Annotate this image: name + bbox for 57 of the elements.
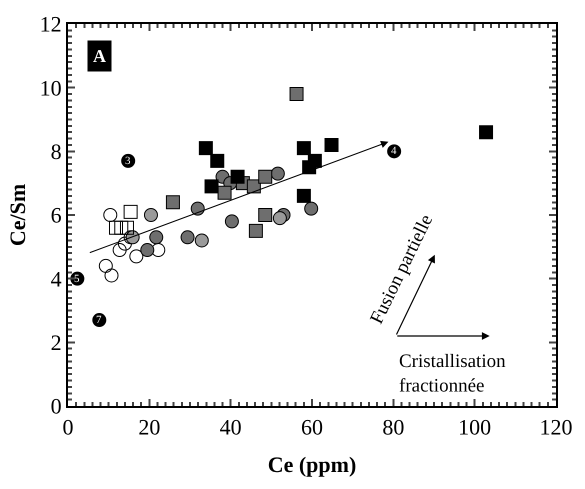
- x-tick-label: 120: [540, 414, 572, 440]
- y-tick-label: 10: [40, 75, 62, 100]
- y-tick-label: 12: [40, 12, 62, 37]
- x-axis-title: Ce (ppm): [268, 452, 356, 477]
- point: [272, 211, 287, 226]
- point: [248, 224, 263, 238]
- point: [151, 243, 166, 258]
- point: [270, 166, 285, 181]
- x-tick-label: 20: [138, 414, 160, 440]
- point: [218, 186, 232, 200]
- point: [129, 249, 144, 264]
- point: [304, 202, 318, 216]
- annotation: 7: [96, 314, 102, 326]
- y-axis-title: Ce/Sm: [4, 184, 30, 246]
- point: [198, 141, 213, 156]
- y-tick-label: 4: [50, 266, 62, 292]
- annotation: Cristallisation fractionnée: [399, 351, 506, 397]
- point: [120, 220, 134, 235]
- annotation: 3: [125, 155, 131, 167]
- point: [290, 87, 304, 102]
- y-tick-label: 8: [50, 139, 62, 164]
- y-tick-label: 6: [50, 202, 62, 228]
- point: [112, 243, 127, 258]
- point: [108, 220, 123, 235]
- point: [258, 170, 272, 184]
- point: [103, 208, 118, 222]
- point: [144, 208, 158, 222]
- annotation: 4: [391, 145, 397, 157]
- point: [149, 230, 164, 244]
- point: [308, 154, 322, 168]
- annotation: A: [93, 46, 106, 66]
- point: [104, 268, 119, 282]
- x-tick-label: 80: [382, 414, 404, 440]
- point: [204, 179, 219, 194]
- x-tick-label: 60: [301, 414, 323, 440]
- point: [324, 138, 339, 152]
- point: [124, 204, 138, 219]
- point: [166, 195, 180, 210]
- x-tick-label: 40: [220, 414, 242, 440]
- point: [230, 170, 245, 184]
- point: [479, 125, 494, 140]
- point: [180, 230, 195, 244]
- point: [296, 141, 311, 156]
- x-tick-label: 100: [458, 414, 492, 440]
- point: [258, 208, 272, 222]
- annotation: 5: [74, 273, 80, 285]
- point: [194, 233, 209, 248]
- y-tick-label: 2: [50, 330, 62, 356]
- point: [224, 214, 239, 228]
- point: [98, 258, 113, 273]
- point: [296, 188, 311, 203]
- point: [114, 220, 128, 235]
- y-tick-label: 0: [50, 394, 62, 419]
- point: [210, 154, 224, 168]
- point: [118, 236, 132, 251]
- point: [140, 243, 154, 258]
- point: [190, 202, 205, 216]
